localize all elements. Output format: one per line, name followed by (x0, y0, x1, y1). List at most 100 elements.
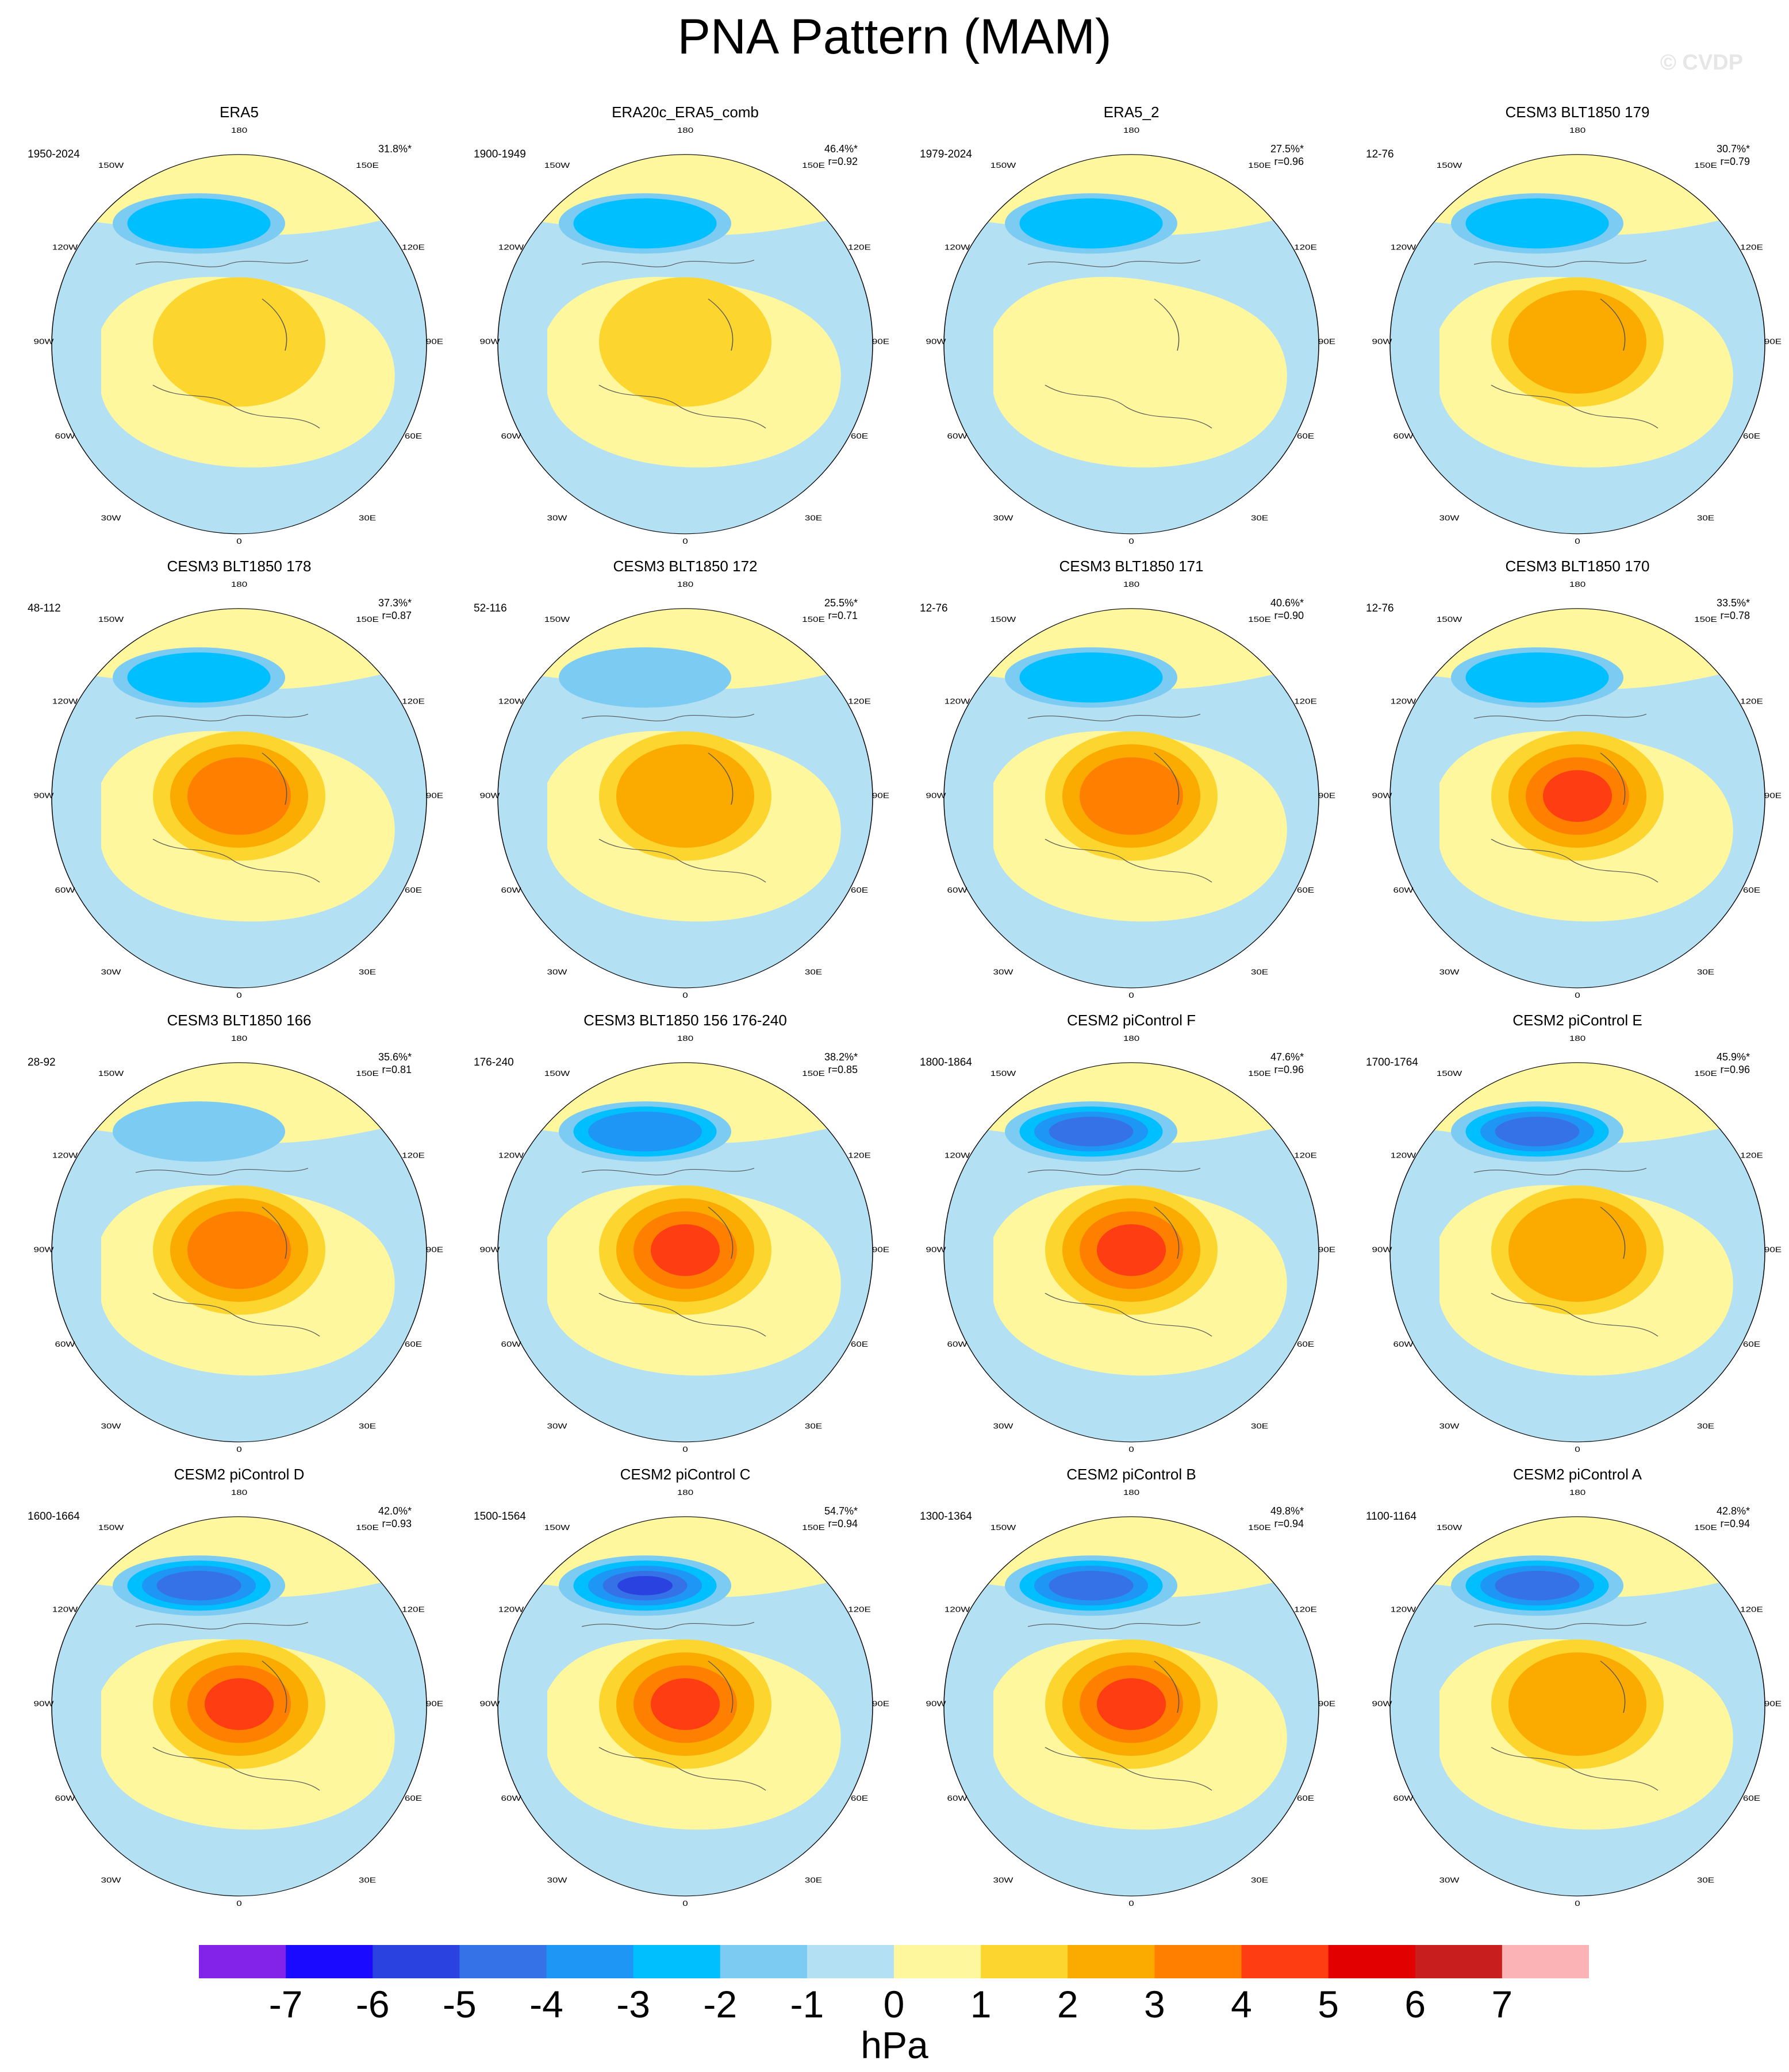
map-boundary (1389, 1062, 1765, 1443)
panel-stats: 42.0%* r=0.93 (377, 1505, 412, 1530)
variance-explained: 40.6%* (1270, 597, 1304, 609)
longitude-label: 180 (1569, 1489, 1585, 1497)
polar-map: 180 150E 120E 90E 60E 30E 0 30W 60W 90W 120W 150W (1372, 1035, 1782, 1454)
longitude-label: 120W (498, 1605, 524, 1613)
panel-stats: 35.6%* r=0.81 (377, 1051, 412, 1076)
map-boundary (51, 1062, 427, 1443)
panel-title: ERA5 (220, 103, 259, 121)
colorbar-label: -2 (703, 1983, 738, 2025)
panel-stats: 30.7%* r=0.79 (1715, 143, 1750, 168)
colorbar-swatch (981, 1945, 1068, 1978)
map-boundary (51, 1516, 427, 1897)
polar-map: 180 150E 120E 90E 60E 30E 0 30W 60W 90W 120W 150W (34, 581, 444, 1000)
positive-contour (153, 277, 325, 407)
longitude-label: 180 (1123, 1489, 1139, 1497)
colorbar-label: 2 (1057, 1983, 1078, 2025)
longitude-label: 90W (1372, 1246, 1393, 1254)
panel-stats: 33.5%* r=0.78 (1715, 597, 1750, 622)
coastline (581, 1167, 766, 1337)
panel-title: CESM3 BLT1850 172 (613, 558, 758, 575)
longitude-label: 150W (98, 1070, 124, 1078)
longitude-label: 150E (1248, 1524, 1271, 1532)
panel-title: ERA5_2 (1103, 103, 1160, 121)
longitude-label: 60E (1743, 1794, 1760, 1802)
longitude-label: 90E (872, 1700, 889, 1708)
longitude-label: 120E (1740, 697, 1763, 705)
longitude-label: 90W (34, 1700, 55, 1708)
colorbar-swatch (1154, 1945, 1242, 1978)
longitude-label: 0 (682, 1900, 688, 1908)
positive-contour (1080, 757, 1183, 835)
longitude-label: 0 (1128, 1446, 1134, 1454)
map-panel: ERA5 1950-2024 31.8%* 180 150E 120E 90E 60E 30E 0… (21, 103, 458, 558)
longitude-label: 0 (236, 1446, 241, 1454)
variance-explained: 45.9%* (1716, 1051, 1750, 1063)
longitude-label: 180 (677, 1035, 693, 1043)
longitude-label: 150E (356, 1524, 379, 1532)
longitude-label: 90W (480, 1246, 501, 1254)
longitude-label: 150E (1248, 162, 1271, 170)
colorbar-swatch (199, 1945, 286, 1978)
longitude-label: 30W (1439, 968, 1460, 976)
longitude-label: 90E (1764, 1700, 1782, 1708)
longitude-label: 60E (1297, 886, 1314, 894)
longitude-label: 90W (34, 792, 55, 800)
colorbar-label: 5 (1318, 1983, 1339, 2025)
longitude-label: 30W (993, 1422, 1014, 1430)
panel-period: 1600-1664 (28, 1510, 80, 1523)
panel-stats: 31.8%* (377, 143, 412, 155)
coastline (1027, 713, 1212, 883)
positive-contour (1543, 770, 1612, 822)
longitude-label: 120E (848, 1605, 871, 1613)
longitude-label: 120W (1391, 697, 1416, 705)
map-boundary (51, 608, 427, 989)
longitude-label: 90W (926, 1246, 947, 1254)
longitude-label: 60W (947, 886, 968, 894)
longitude-label: 180 (1123, 1035, 1139, 1043)
longitude-label: 120E (402, 1151, 425, 1159)
longitude-label: 120W (52, 1151, 78, 1159)
longitude-label: 60E (851, 1794, 868, 1802)
longitude-label: 120W (945, 243, 970, 251)
variance-explained: 33.5%* (1716, 597, 1750, 609)
polar-map: 180 150E 120E 90E 60E 30E 0 30W 60W 90W 120W 150W (480, 1489, 890, 1908)
panel-stats: 27.5%* r=0.96 (1269, 143, 1304, 168)
longitude-label: 120W (945, 1605, 970, 1613)
longitude-label: 180 (231, 1035, 247, 1043)
longitude-label: 180 (231, 581, 247, 589)
variance-explained: 47.6%* (1270, 1051, 1304, 1063)
map-boundary (497, 154, 873, 535)
variance-explained: 31.8%* (378, 143, 412, 155)
longitude-label: 180 (1569, 126, 1585, 134)
variance-explained: 49.8%* (1270, 1505, 1304, 1517)
longitude-label: 30E (805, 514, 822, 522)
coastline (135, 1621, 320, 1791)
colorbar-swatch (1068, 1945, 1155, 1978)
longitude-label: 150E (1248, 616, 1271, 624)
panel-stats: 37.3%* r=0.87 (377, 597, 412, 622)
panel-stats: 25.5%* r=0.71 (823, 597, 858, 622)
panel-period: 1300-1364 (920, 1510, 972, 1523)
longitude-label: 60E (405, 432, 422, 440)
longitude-label: 0 (682, 991, 688, 1000)
longitude-label: 120W (945, 1151, 970, 1159)
longitude-label: 150W (544, 1524, 570, 1532)
negative-contour (1465, 652, 1609, 703)
longitude-label: 60W (1393, 1794, 1414, 1802)
map-boundary (497, 608, 873, 989)
map-panel: CESM3 BLT1850 171 12-76 40.6%* r=0.90 180 150… (913, 558, 1350, 1012)
longitude-label: 60W (947, 1794, 968, 1802)
panel-title: CESM3 BLT1850 179 (1505, 103, 1650, 121)
polar-map: 180 150E 120E 90E 60E 30E 0 30W 60W 90W 120W 150W (1372, 581, 1782, 1000)
longitude-label: 120E (1294, 243, 1317, 251)
longitude-label: 30E (359, 1422, 376, 1430)
coastline (1473, 1621, 1659, 1791)
longitude-label: 30E (1697, 1876, 1714, 1884)
longitude-label: 30W (101, 1422, 122, 1430)
longitude-label: 0 (1128, 1900, 1134, 1908)
map-panel: CESM3 BLT1850 170 12-76 33.5%* r=0.78 180 150… (1359, 558, 1789, 1012)
longitude-label: 150E (356, 1070, 379, 1078)
longitude-label: 30W (101, 1876, 122, 1884)
colorbar-label: -7 (268, 1983, 303, 2025)
panel-stats: 54.7%* r=0.94 (823, 1505, 858, 1530)
